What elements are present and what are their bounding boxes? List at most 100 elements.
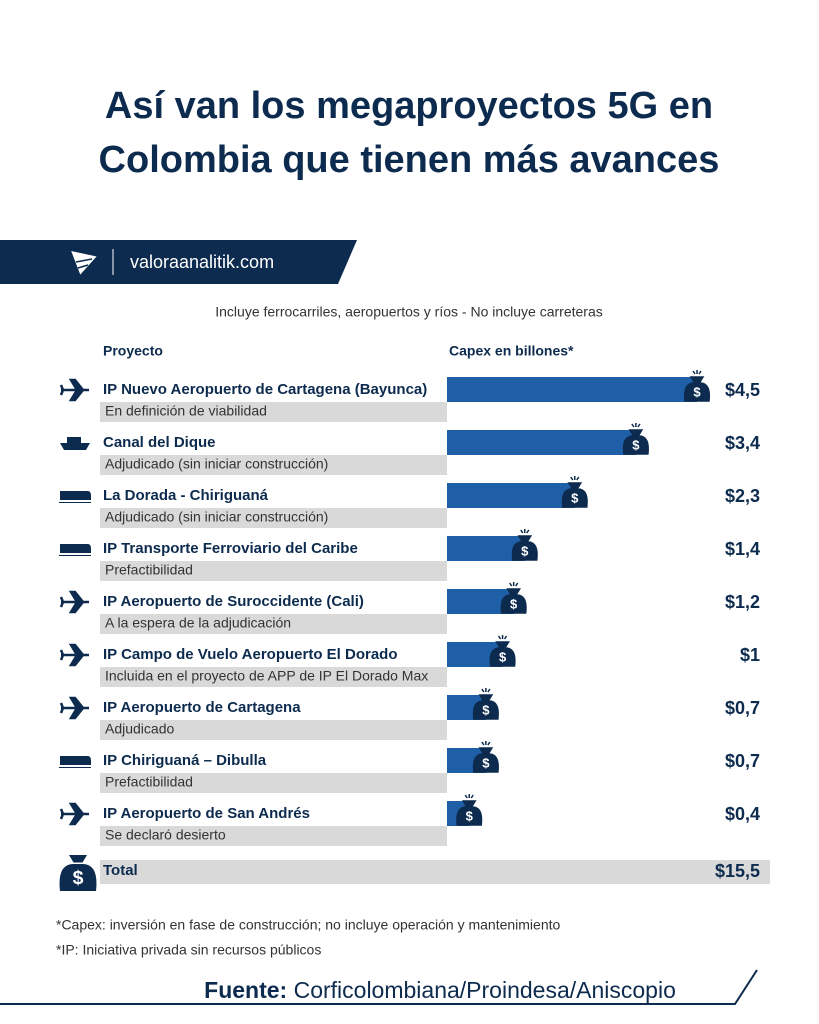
plane xyxy=(59,802,89,826)
mode-icon xyxy=(59,491,91,503)
status-row xyxy=(100,826,447,846)
money-bag: $ xyxy=(472,741,499,773)
bar xyxy=(447,430,636,455)
money-bag: $ xyxy=(622,423,649,455)
category-header: Proyecto xyxy=(103,343,163,359)
money-bag: $ xyxy=(683,370,711,402)
money-bag: $ xyxy=(561,476,588,508)
bag-symbol: $ xyxy=(571,490,579,505)
status-label: Prefactibilidad xyxy=(105,774,193,790)
bag-symbol: $ xyxy=(521,543,529,558)
value-label: $3,4 xyxy=(725,433,760,453)
status-label: Se declaró desierto xyxy=(105,827,226,843)
mode-icon xyxy=(59,544,91,556)
bag-shape xyxy=(622,423,649,455)
source-label: Fuente: xyxy=(204,977,287,1003)
status-row xyxy=(100,720,447,740)
value-label: $0,4 xyxy=(725,804,760,824)
money-bag: $ xyxy=(511,529,538,561)
category-label: IP Transporte Ferroviario del Caribe xyxy=(103,540,358,557)
status-label: Adjudicado (sin iniciar construcción) xyxy=(105,456,328,472)
money-bag: $ xyxy=(456,794,483,826)
title-line: Colombia que tienen más avances xyxy=(99,139,720,181)
bar xyxy=(447,483,575,508)
status-label: A la espera de la adjudicación xyxy=(105,615,291,631)
status-label: Prefactibilidad xyxy=(105,562,193,578)
status-row xyxy=(100,773,447,793)
status-row xyxy=(100,614,447,634)
bag-symbol: $ xyxy=(482,702,490,717)
value-label: $0,7 xyxy=(725,751,760,771)
footnote: *Capex: inversión en fase de construcció… xyxy=(56,917,561,933)
bag-shape xyxy=(500,582,527,614)
status-row xyxy=(100,667,447,687)
value-label: $1 xyxy=(740,645,760,665)
category-label: IP Aeropuerto de Suroccidente (Cali) xyxy=(103,593,364,610)
ship xyxy=(60,437,90,450)
category-label: IP Campo de Vuelo Aeropuerto El Dorado xyxy=(103,646,398,663)
bag-symbol: $ xyxy=(510,596,518,611)
mode-icon xyxy=(59,643,89,667)
value-label: $1,4 xyxy=(725,539,760,559)
category-label: Canal del Dique xyxy=(103,434,216,451)
status-row xyxy=(100,455,447,475)
value-label: $4,5 xyxy=(725,380,760,400)
category-label: IP Nuevo Aeropuerto de Cartagena (Bayunc… xyxy=(103,381,427,398)
train xyxy=(59,544,91,556)
bag-shape xyxy=(472,688,499,720)
bar xyxy=(447,377,697,402)
bag-shape xyxy=(456,794,483,826)
mode-icon xyxy=(59,696,89,720)
mode-icon xyxy=(59,802,89,826)
plane xyxy=(59,378,89,402)
footnote: *IP: Iniciativa privada sin recursos púb… xyxy=(56,942,321,958)
bag-symbol: $ xyxy=(482,755,490,770)
source: Corficolombiana/Proindesa/Aniscopio xyxy=(294,977,676,1003)
value-label: $1,2 xyxy=(725,592,760,612)
bag-shape xyxy=(683,370,711,402)
total-row xyxy=(100,860,770,884)
status-row xyxy=(100,561,447,581)
money-bag: $ xyxy=(472,688,499,720)
total-icon: $ xyxy=(59,855,97,891)
svg-text:$: $ xyxy=(73,867,84,889)
status-row xyxy=(100,402,447,422)
value-label: $0,7 xyxy=(725,698,760,718)
status-row xyxy=(100,508,447,528)
mode-icon xyxy=(59,590,89,614)
category-label: IP Chiriguaná – Dibulla xyxy=(103,752,267,769)
value-label: $2,3 xyxy=(725,486,760,506)
plane xyxy=(59,590,89,614)
banner xyxy=(0,240,357,284)
bag-shape xyxy=(561,476,588,508)
status-label: Adjudicado (sin iniciar construcción) xyxy=(105,509,328,525)
plane xyxy=(59,696,89,720)
bag-shape xyxy=(511,529,538,561)
money-bag: $ xyxy=(489,635,516,667)
source-line: Fuente: Corficolombiana/Proindesa/Anisco… xyxy=(204,977,676,1003)
value-header: Capex en billones* xyxy=(449,343,574,359)
bag-symbol: $ xyxy=(466,808,474,823)
status-label: Incluida en el proyecto de APP de IP El … xyxy=(105,668,428,684)
status-label: En definición de viabilidad xyxy=(105,403,267,419)
total-label: Total xyxy=(103,862,138,879)
bag-symbol: $ xyxy=(693,384,701,399)
brand-logo xyxy=(68,248,100,278)
category-label: La Dorada - Chiriguaná xyxy=(103,487,269,504)
mode-icon xyxy=(59,756,91,768)
plane xyxy=(59,643,89,667)
category-label: IP Aeropuerto de San Andrés xyxy=(103,805,310,822)
train xyxy=(59,491,91,503)
money-bag: $ xyxy=(500,582,527,614)
subtitle: Incluye ferrocarriles, aeropuertos y río… xyxy=(215,304,602,320)
total-value: $15,5 xyxy=(715,861,760,881)
category-label: IP Aeropuerto de Cartagena xyxy=(103,699,301,716)
bag-symbol: $ xyxy=(499,649,507,664)
brand: valoraanalitik.com xyxy=(130,252,274,272)
mode-icon xyxy=(60,437,90,450)
bag-shape xyxy=(472,741,499,773)
mode-icon xyxy=(59,378,89,402)
title-line: Así van los megaproyectos 5G en xyxy=(105,85,713,127)
